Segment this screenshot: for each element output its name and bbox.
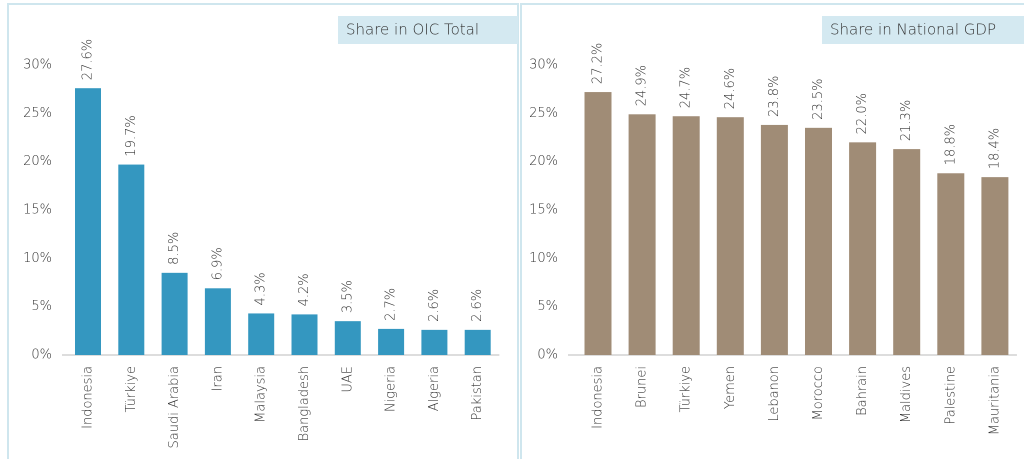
value-label: 6.9% <box>210 247 225 280</box>
bar <box>584 92 612 356</box>
x-tick-label: Türkiye <box>679 366 694 412</box>
bar <box>760 124 788 355</box>
y-tick-label: 5% <box>31 299 52 314</box>
bar <box>628 114 656 355</box>
y-tick-label: 15% <box>23 203 52 218</box>
bar <box>421 329 448 355</box>
title-box <box>338 16 518 44</box>
x-tick-label: Palestine <box>943 366 958 425</box>
x-tick-label: Bahrain <box>855 366 870 416</box>
x-tick-label: Malaysia <box>254 366 269 423</box>
bar <box>937 173 965 355</box>
y-tick-label: 20% <box>529 154 558 169</box>
y-tick-label: 25% <box>23 106 52 121</box>
bar <box>204 288 231 355</box>
x-tick-label: UAE <box>340 366 355 393</box>
x-tick-label: Pakistan <box>470 366 485 420</box>
y-tick-label: 25% <box>529 106 558 121</box>
value-label: 24.6% <box>723 68 738 109</box>
bar <box>291 314 318 355</box>
x-tick-label: Maldives <box>899 366 914 423</box>
value-label: 23.8% <box>767 76 782 117</box>
value-label: 19.7% <box>124 115 139 156</box>
panel-border <box>7 3 519 459</box>
chart-title: Share in National GDP <box>830 21 996 39</box>
bar <box>378 328 405 355</box>
y-tick-label: 15% <box>529 203 558 218</box>
value-label: 22.0% <box>855 93 870 134</box>
value-label: 18.8% <box>943 124 958 165</box>
value-label: 8.5% <box>167 232 182 265</box>
x-tick-label: Iran <box>210 366 225 391</box>
x-tick-label: Morocco <box>811 366 826 420</box>
x-tick-label: Nigeria <box>384 366 399 412</box>
bar <box>118 164 145 355</box>
bar <box>464 329 491 355</box>
value-label: 27.2% <box>591 43 606 84</box>
bar <box>161 272 188 355</box>
title-box <box>822 16 1024 44</box>
y-tick-label: 0% <box>537 348 558 363</box>
bar <box>248 313 275 355</box>
value-label: 24.9% <box>635 65 650 106</box>
value-label: 18.4% <box>987 128 1002 169</box>
y-tick-label: 20% <box>23 154 52 169</box>
x-tick-label: Indonesia <box>591 366 606 429</box>
y-tick-label: 5% <box>537 299 558 314</box>
value-label: 24.7% <box>679 67 694 108</box>
x-tick-label: Algeria <box>427 366 442 411</box>
value-label: 2.7% <box>384 288 399 321</box>
chart-title: Share in OIC Total <box>346 21 479 39</box>
y-tick-label: 10% <box>529 251 558 266</box>
y-tick-label: 30% <box>529 58 558 73</box>
value-label: 3.5% <box>340 280 355 313</box>
value-label: 21.3% <box>899 100 914 141</box>
value-label: 2.6% <box>470 289 485 322</box>
x-tick-label: Lebanon <box>767 366 782 422</box>
y-tick-label: 30% <box>23 58 52 73</box>
value-label: 27.6% <box>81 39 96 80</box>
bar <box>893 149 921 355</box>
y-tick-label: 10% <box>23 251 52 266</box>
value-label: 23.5% <box>811 79 826 120</box>
x-tick-label: Yemen <box>723 366 738 409</box>
x-tick-label: Türkiye <box>124 366 139 412</box>
bar <box>75 88 101 355</box>
x-tick-label: Mauritania <box>987 366 1002 435</box>
bar <box>334 321 361 355</box>
bar <box>716 117 744 355</box>
x-tick-label: Indonesia <box>81 366 96 429</box>
bar <box>805 127 832 355</box>
x-tick-label: Saudi Arabia <box>167 366 182 449</box>
value-label: 2.6% <box>427 289 442 322</box>
x-tick-label: Brunei <box>635 366 650 408</box>
bar <box>672 116 700 355</box>
bar <box>849 142 877 355</box>
x-tick-label: Bangladesh <box>297 366 312 441</box>
y-tick-label: 0% <box>31 348 52 363</box>
panel-border <box>520 3 1024 459</box>
value-label: 4.2% <box>297 273 312 306</box>
value-label: 4.3% <box>254 272 269 305</box>
bar <box>981 177 1009 355</box>
